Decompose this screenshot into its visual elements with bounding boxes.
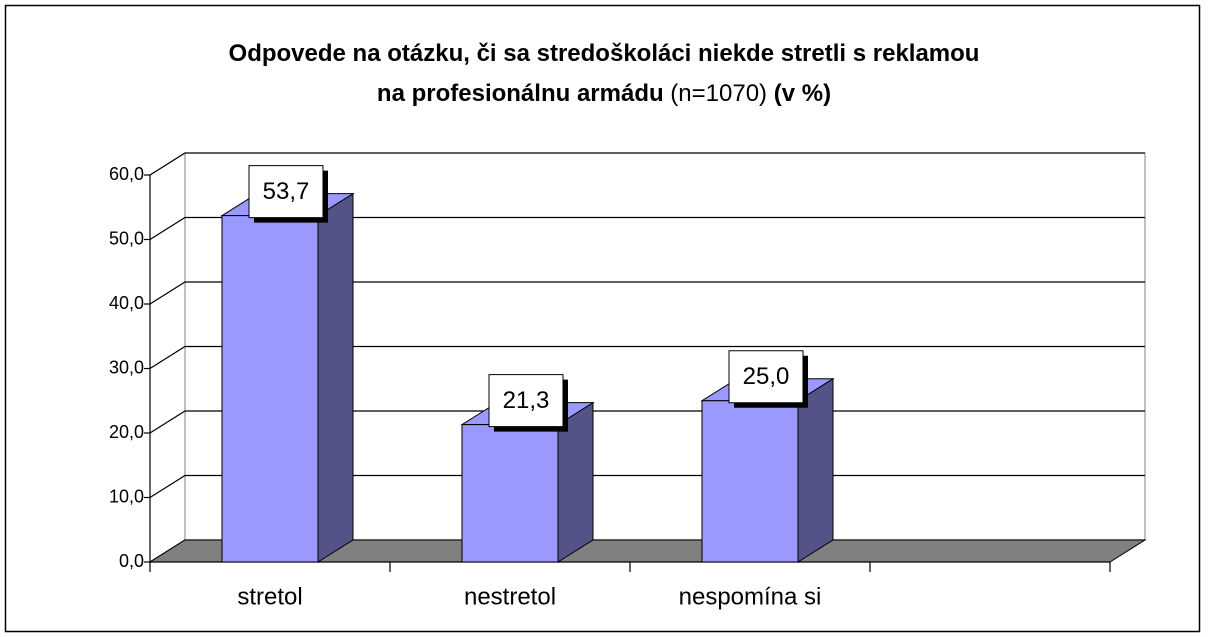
grid-line [149, 152, 1145, 176]
title-line: Odpovede na otázku, či sa stredoškoláci … [229, 40, 980, 67]
title-part: Odpovede na otázku, či sa stredoškoláci … [229, 40, 980, 67]
value-label-box [248, 165, 324, 219]
y-tick-label: 0,0 [119, 551, 144, 571]
bar [461, 424, 559, 563]
grid-line [149, 281, 1145, 305]
value-label: 25,0 [743, 363, 790, 390]
title-line: na profesionálnu armádu (n=1070) (v %) [377, 80, 831, 107]
value-label: 21,3 [503, 387, 550, 414]
y-tick-label: 20,0 [109, 422, 144, 442]
y-tick-label: 50,0 [109, 228, 144, 248]
bar [701, 400, 799, 563]
x-tick-label: nespomína si [679, 583, 822, 610]
title-part: (n=1070) [664, 80, 774, 107]
grid-line [149, 345, 1145, 370]
chart-title: Odpovede na otázku, či sa stredoškoláci … [229, 40, 980, 107]
value-label-box [728, 350, 804, 404]
bar-side [317, 192, 354, 563]
x-tick-label: nestretol [464, 583, 556, 610]
y-tick-label: 60,0 [109, 164, 144, 184]
title-part: (v %) [774, 80, 831, 107]
value-label-box [488, 374, 564, 428]
grid-line [149, 216, 1145, 241]
y-tick-label: 40,0 [109, 293, 144, 313]
title-part: na profesionálnu armádu [377, 80, 664, 107]
y-tick-label: 10,0 [109, 486, 144, 506]
bar [221, 215, 319, 563]
x-tick-label: stretol [237, 583, 302, 610]
y-tick-label: 30,0 [109, 357, 144, 377]
value-label: 53,7 [263, 178, 310, 205]
